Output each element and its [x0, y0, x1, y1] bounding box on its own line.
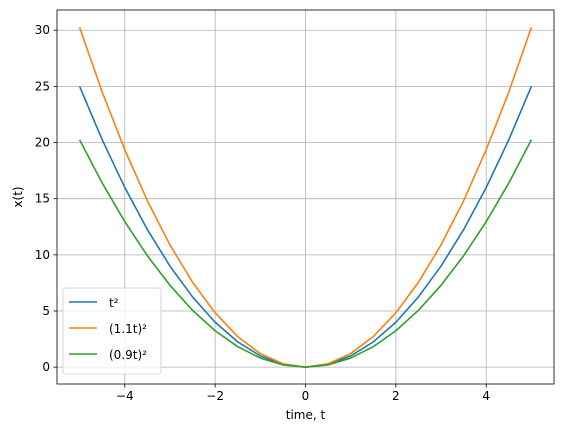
grid	[57, 10, 554, 384]
y-tick-label: 5	[42, 304, 50, 318]
x-tick-label: 0	[302, 389, 310, 403]
y-tick-label: 30	[35, 23, 50, 37]
ticks: −4 −2 0 2 4 0 5 10 15 20 25 30	[35, 23, 490, 403]
legend: t² (1.1t)² (0.9t)²	[62, 287, 162, 375]
y-tick-label: 20	[35, 136, 50, 150]
legend-box	[62, 287, 162, 375]
x-tick-label: −4	[116, 389, 134, 403]
y-tick-label: 0	[42, 360, 50, 374]
y-axis-label: x(t)	[11, 186, 25, 207]
x-tick-label: −2	[206, 389, 224, 403]
y-tick-label: 10	[35, 248, 50, 262]
legend-label: (0.9t)²	[109, 348, 147, 362]
x-tick-label: 2	[392, 389, 400, 403]
series-line-3	[78, 139, 533, 368]
x-tick-label: 4	[482, 389, 490, 403]
series-lines	[78, 27, 533, 368]
x-axis-label: time, t	[286, 408, 326, 422]
legend-label: t²	[109, 296, 119, 310]
y-tick-label: 15	[35, 192, 50, 206]
y-tick-label: 25	[35, 79, 50, 93]
legend-label: (1.1t)²	[109, 322, 147, 336]
